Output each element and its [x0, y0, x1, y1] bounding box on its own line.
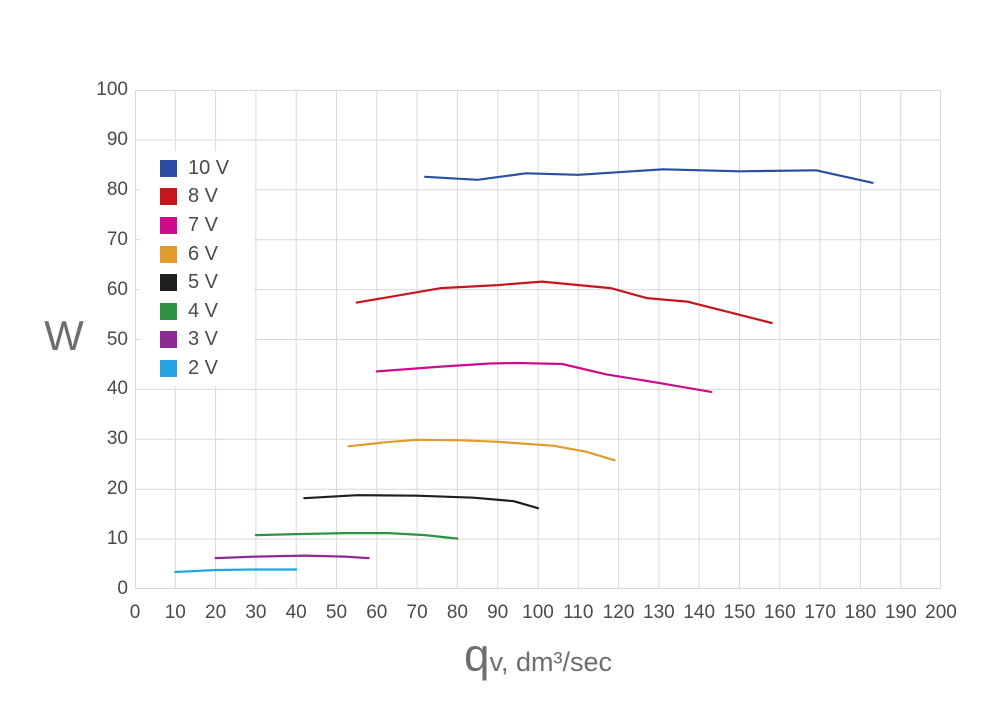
series-line-10v	[424, 168, 874, 184]
legend-item-7v: 7 V	[160, 211, 254, 240]
y-axis-title: W	[44, 312, 84, 359]
x-tick-label: 110	[563, 602, 594, 623]
legend-label: 6 V	[188, 242, 219, 265]
legend-label: 2 V	[188, 356, 219, 379]
series-line-6v	[347, 438, 616, 462]
legend-item-5v: 5 V	[160, 268, 254, 297]
legend-swatch-icon	[160, 302, 177, 320]
series-line-8v	[355, 280, 773, 325]
x-tick-label: 140	[683, 602, 716, 623]
legend-label: 10 V	[188, 156, 230, 179]
y-tick-label: 100	[96, 79, 128, 100]
legend-label: 5 V	[188, 271, 219, 294]
legend-item-8v: 8 V	[160, 183, 254, 212]
y-tick-label: 10	[106, 528, 128, 550]
legend: 10 V 8 V 7 V 6 V 5 V 4 V 3 V 2 V	[140, 151, 254, 386]
x-axis-title-units: v, dm³/sec	[489, 647, 613, 677]
legend-swatch-icon	[160, 245, 177, 263]
series-line-5v	[303, 494, 540, 510]
x-tick-label: 90	[487, 602, 509, 623]
legend-swatch-icon	[160, 159, 177, 177]
legend-item-4v: 4 V	[160, 297, 254, 326]
plot-border	[135, 90, 941, 589]
x-tick-label: 180	[844, 602, 877, 623]
legend-item-6v: 6 V	[160, 240, 254, 269]
series-line-3v	[214, 554, 370, 560]
legend-label: 8 V	[188, 185, 219, 208]
x-tick-label: 160	[763, 602, 796, 623]
x-tick-label: 20	[205, 602, 227, 623]
y-axis-ticks: 0 10 20 30 40 50 60 70 80 90 100	[76, 79, 128, 599]
legend-swatch-icon	[160, 359, 177, 377]
y-tick-label: 30	[106, 428, 128, 450]
x-tick-label: 170	[804, 602, 836, 623]
legend-swatch-icon	[160, 216, 177, 234]
series-line-2v	[174, 568, 298, 574]
x-tick-label: 150	[723, 602, 756, 623]
y-tick-label: 80	[106, 178, 128, 200]
legend-swatch-icon	[160, 274, 177, 292]
y-tick-label: 50	[106, 328, 128, 350]
legend-swatch-icon	[160, 331, 177, 349]
x-tick-label: 40	[285, 602, 307, 623]
legend-item-3v: 3 V	[160, 326, 254, 355]
x-tick-label: 30	[245, 602, 267, 623]
series-line-7v	[375, 361, 713, 393]
x-axis-ticks: 0 10 20 30 40 50 60 70 80 90 100 110 120 130 140 150 160…	[130, 602, 957, 626]
x-tick-label: 190	[884, 602, 917, 623]
legend-label: 7 V	[188, 213, 219, 236]
y-tick-label: 40	[106, 378, 128, 400]
x-tick-label: 70	[406, 602, 428, 623]
x-tick-label: 80	[446, 602, 468, 623]
x-tick-label: 120	[602, 602, 635, 623]
y-tick-label: 20	[106, 478, 128, 500]
x-axis-title: q v, dm³/sec	[0, 632, 1000, 678]
x-tick-label: 0	[129, 602, 141, 623]
legend-swatch-icon	[160, 188, 177, 206]
legend-label: 3 V	[188, 328, 219, 351]
x-tick-label: 200	[925, 602, 957, 623]
x-tick-label: 50	[325, 602, 348, 623]
x-tick-label: 100	[522, 602, 554, 623]
legend-item-2v: 2 V	[160, 354, 254, 383]
y-tick-label: 70	[106, 228, 128, 250]
y-tick-label: 90	[106, 128, 128, 150]
x-tick-label: 130	[643, 602, 675, 623]
y-tick-label: 60	[106, 278, 128, 300]
plot-area	[135, 90, 941, 589]
x-axis-title-symbol: q	[463, 629, 490, 681]
y-tick-label: 0	[117, 578, 128, 599]
x-tick-label: 60	[366, 602, 388, 623]
x-tick-label: 10	[164, 602, 186, 623]
series-line-4v	[254, 532, 459, 540]
legend-label: 4 V	[188, 299, 219, 322]
legend-item-10v: 10 V	[160, 154, 254, 183]
